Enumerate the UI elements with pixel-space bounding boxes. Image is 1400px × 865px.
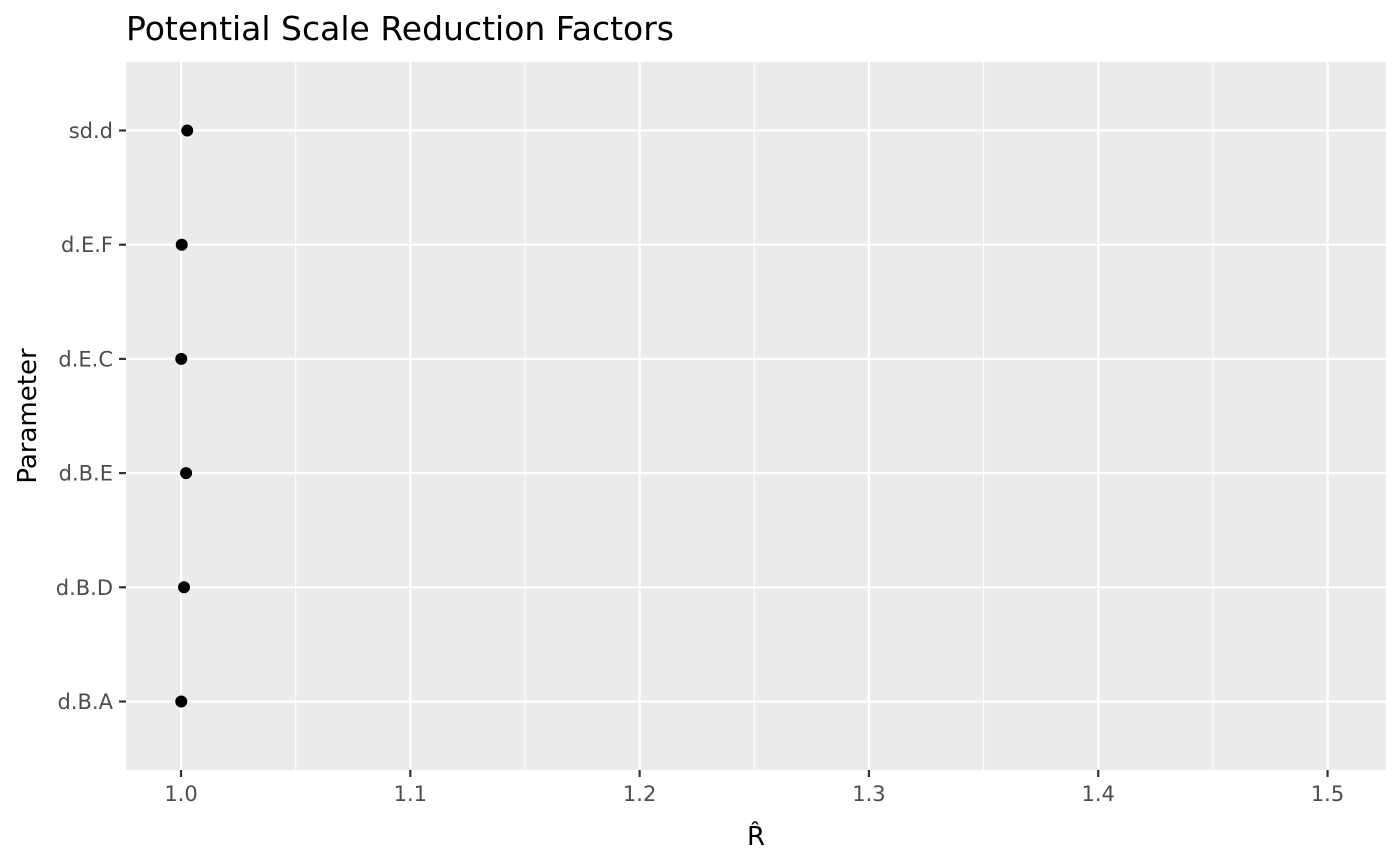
data-point [175, 238, 188, 251]
x-tick-label: 1.5 [1311, 782, 1344, 806]
chart-title: Potential Scale Reduction Factors [126, 9, 674, 48]
x-tick-label: 1.3 [852, 782, 885, 806]
y-axis-title: Parameter [13, 348, 43, 484]
y-tick-label: d.E.F [61, 233, 113, 257]
data-points [175, 124, 194, 708]
y-tick-label: sd.d [69, 119, 113, 143]
x-tick-label: 1.1 [394, 782, 427, 806]
y-axis-ticks: d.B.A d.B.D d.B.E d.E.C d.E.F sd.d [56, 119, 126, 714]
x-axis-title: R̂ [747, 820, 765, 852]
grid-major-lines [126, 62, 1386, 770]
y-tick-label: d.B.E [59, 462, 113, 486]
data-point [181, 124, 194, 137]
x-axis-ticks: 1.0 1.1 1.2 1.3 1.4 1.5 [164, 770, 1344, 806]
grid-minor-lines [295, 62, 1214, 770]
y-tick-label: d.E.C [58, 347, 113, 371]
plot-panel [126, 62, 1386, 770]
data-point [175, 695, 188, 708]
data-point [175, 352, 188, 365]
data-point [178, 581, 191, 594]
x-tick-label: 1.2 [623, 782, 656, 806]
y-tick-label: d.B.D [56, 576, 113, 600]
y-tick-label: d.B.A [58, 690, 114, 714]
data-point [180, 467, 193, 480]
x-tick-label: 1.4 [1082, 782, 1115, 806]
x-tick-label: 1.0 [164, 782, 197, 806]
